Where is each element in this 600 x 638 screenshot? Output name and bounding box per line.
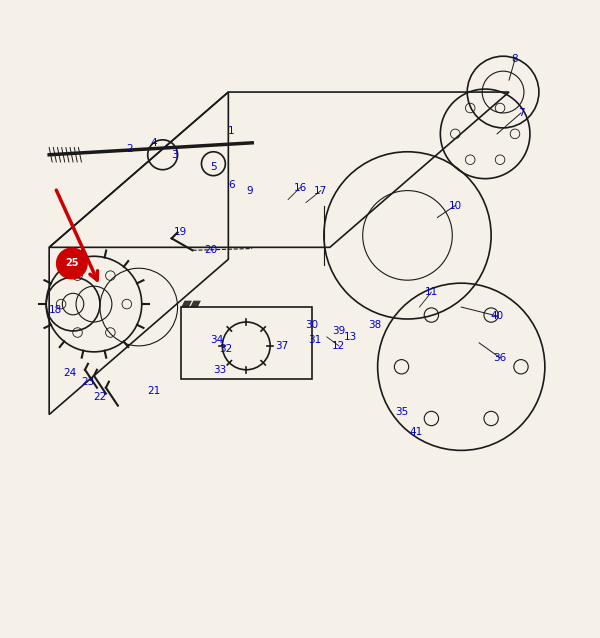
Text: 31: 31 [308,335,322,345]
Text: 22: 22 [94,392,107,402]
Text: 32: 32 [219,344,232,354]
Text: 24: 24 [64,367,77,378]
Text: 7: 7 [518,108,524,118]
Text: 30: 30 [305,320,319,330]
Text: 12: 12 [332,341,346,351]
Text: 16: 16 [293,182,307,193]
Text: 1: 1 [228,126,235,136]
Text: 18: 18 [49,305,62,315]
Text: 4: 4 [151,138,157,148]
Text: 6: 6 [228,180,235,189]
Text: 21: 21 [147,385,160,396]
Text: 2: 2 [127,144,133,154]
Text: 38: 38 [368,320,381,330]
Text: 41: 41 [410,427,423,438]
Text: 39: 39 [332,326,346,336]
Text: 34: 34 [210,335,223,345]
Text: 8: 8 [512,54,518,64]
Text: 20: 20 [204,246,217,255]
Text: 33: 33 [213,365,226,375]
Text: 3: 3 [171,150,178,160]
Circle shape [57,249,87,278]
Text: 36: 36 [493,353,506,363]
Text: 11: 11 [425,287,438,297]
Text: 5: 5 [210,161,217,172]
Text: 10: 10 [449,200,462,211]
Text: 13: 13 [344,332,358,342]
Text: 35: 35 [395,406,408,417]
Text: 17: 17 [314,186,328,196]
Text: 37: 37 [275,341,289,351]
Text: 19: 19 [174,227,187,237]
Bar [181,307,312,379]
Text: 9: 9 [246,186,253,196]
Text: 23: 23 [82,376,95,387]
Text: 25: 25 [65,258,79,269]
Text: 40: 40 [491,311,503,321]
